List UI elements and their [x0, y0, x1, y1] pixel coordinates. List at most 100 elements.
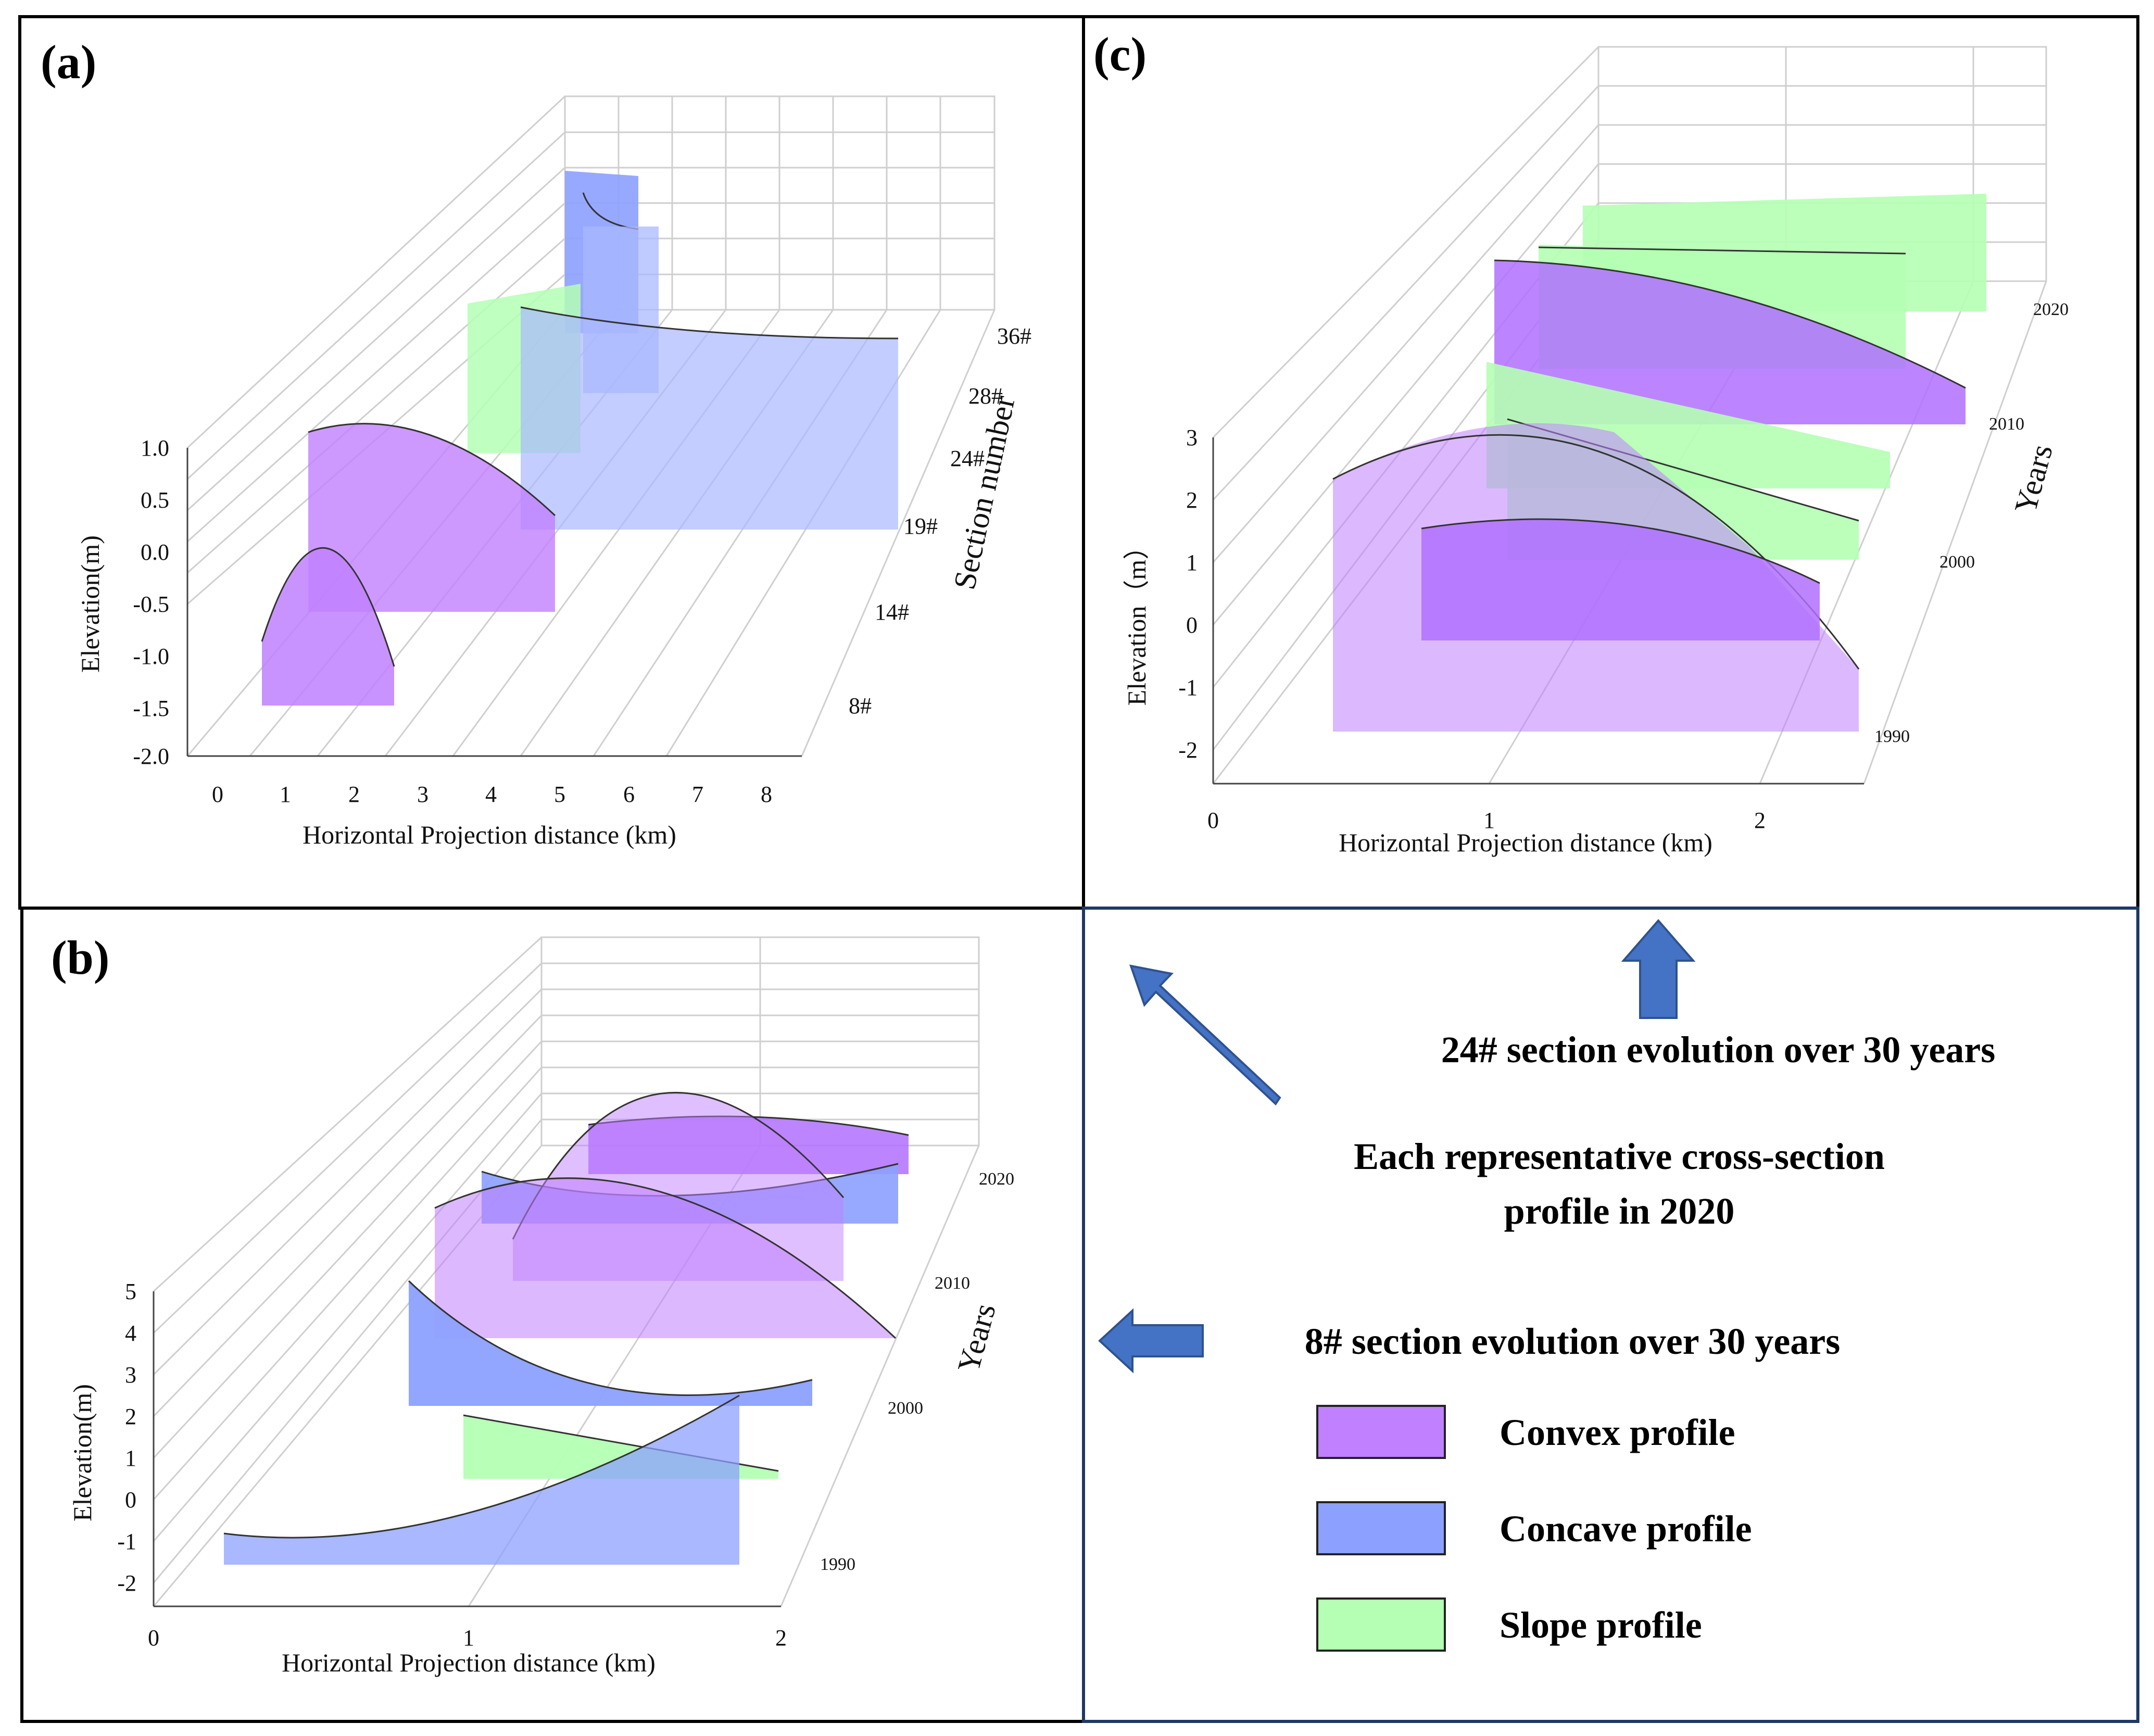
panel-c-ytick: 2 — [1186, 487, 1198, 513]
panel-b-ytick: -2 — [117, 1570, 136, 1596]
panel-c-ztick: 2000 — [1939, 552, 1975, 572]
panel-b-ytick: 1 — [125, 1445, 136, 1471]
panel-a-chart: (a) — [41, 35, 1031, 849]
panel-a-ytick: -2.0 — [133, 744, 169, 769]
panel-c-ztick: 2020 — [2033, 300, 2069, 319]
legend-swatch-concave — [1316, 1501, 1446, 1555]
c-2010-curve — [1494, 259, 1966, 389]
panel-b-series — [223, 1091, 909, 1565]
panel-b-chart: (b) — [51, 931, 1014, 1677]
panel-c-series — [1332, 194, 1986, 732]
panel-a-ztick: 19# — [903, 513, 938, 539]
panel-a-xtick: 8 — [761, 782, 772, 807]
panel-a-ztick: 28# — [968, 383, 1003, 409]
panel-c-label: (c) — [1093, 28, 1147, 81]
arrow-upleft-icon — [1129, 964, 1281, 1106]
panel-a-x-axis: 0 1 2 3 4 5 6 7 8 Horizontal Projection … — [187, 755, 802, 849]
panel-b-ytick: 5 — [125, 1279, 136, 1304]
panel-b-xlabel: Horizontal Projection distance (km) — [282, 1648, 656, 1677]
panel-c-ytick: 1 — [1186, 550, 1198, 575]
legend-label-convex: Convex profile — [1500, 1412, 1735, 1453]
caption-representative-line1: Each representative cross-section — [1354, 1136, 1885, 1177]
panel-a-ytick: -1.0 — [133, 644, 169, 669]
c-2015-line — [1538, 246, 1906, 255]
panel-a-ytick: -1.5 — [133, 696, 169, 721]
panel-a-ytick: 1.0 — [141, 435, 169, 461]
legend-label-slope: Slope profile — [1500, 1604, 1702, 1646]
section-8-curve — [261, 547, 395, 667]
panel-a-ztick: 24# — [950, 446, 985, 471]
panel-a-zlabel: Section number — [947, 393, 1022, 593]
panel-a-xtick: 4 — [485, 782, 497, 807]
panel-a-label: (a) — [41, 35, 96, 89]
panel-c-ytick: -2 — [1178, 737, 1198, 763]
legend-panel-frame — [1082, 907, 2139, 1723]
panel-b-ztick: 1990 — [820, 1555, 855, 1574]
panel-b-z-axis: 1990 2000 2010 2020 Years — [820, 1169, 1014, 1574]
panel-a-series — [261, 171, 899, 706]
panel-b-ztick: 2020 — [979, 1169, 1014, 1189]
c-1990-curve — [1421, 518, 1820, 584]
caption-representative-line2: profile in 2020 — [1504, 1190, 1735, 1232]
panel-a-ztick: 14# — [875, 599, 909, 625]
arrow-up-icon — [1621, 919, 1696, 1019]
panel-a-xtick: 7 — [692, 782, 703, 807]
panel-a-xtick: 2 — [348, 782, 360, 807]
panel-c-zlabel: Years — [2008, 441, 2059, 517]
legend-label-concave: Concave profile — [1500, 1508, 1752, 1550]
b-2000-concave-area — [409, 1281, 812, 1406]
section-14-curve — [308, 423, 556, 517]
panel-a-ztick: 36# — [997, 323, 1031, 349]
panel-c-xtick: 0 — [1207, 808, 1219, 833]
panel-a-ytick: -0.5 — [133, 592, 169, 617]
panel-c-chart: (c) — [1093, 28, 2069, 857]
panel-b-ytick: -1 — [117, 1529, 136, 1554]
b-2010-convex-area — [435, 1178, 896, 1338]
b-2010-curve — [434, 1177, 897, 1339]
section-8-convex-area — [262, 548, 394, 706]
panel-a-ytick: 0.5 — [141, 487, 169, 513]
c-1990-convex-area — [1421, 519, 1820, 640]
arrow-left-icon — [1098, 1308, 1204, 1374]
panel-a-xtick: 3 — [417, 782, 429, 807]
caption-8-section: 8# section evolution over 30 years — [1305, 1320, 1841, 1362]
panel-a-ztick: 8# — [849, 693, 872, 719]
panel-b-label: (b) — [51, 931, 109, 984]
panel-b-xtick: 1 — [463, 1625, 474, 1651]
c-2010-convex-area — [1494, 260, 1966, 424]
legend-swatch-slope — [1316, 1597, 1446, 1652]
panel-a-ytick: 0.0 — [141, 539, 169, 565]
panel-b-xtick: 2 — [775, 1625, 787, 1651]
legend-panel: 24# section evolution over 30 years Each… — [1098, 919, 1995, 1652]
panel-b-ztick: 2000 — [888, 1399, 923, 1418]
panel-c-y-axis: 3 2 1 0 -1 -2 Elevation（m） — [1122, 425, 1214, 784]
panel-c-ytick: 3 — [1186, 425, 1198, 450]
panel-a-xtick: 6 — [623, 782, 635, 807]
panel-a-ylabel: Elevation(m) — [75, 535, 105, 673]
panel-b-ytick: 4 — [125, 1320, 136, 1346]
b-1990-concave-area — [224, 1395, 739, 1565]
panel-c-ylabel: Elevation（m） — [1122, 534, 1151, 706]
section-14-convex-area — [308, 423, 555, 612]
panel-b-ytick: 3 — [125, 1362, 136, 1388]
panel-a-xlabel: Horizontal Projection distance (km) — [303, 820, 676, 849]
panel-b-y-axis: 5 4 3 2 1 0 -1 -2 Elevation(m) — [68, 1279, 155, 1606]
panel-c-ytick: -1 — [1178, 675, 1198, 700]
panel-a-xtick: 5 — [554, 782, 565, 807]
legend-swatch-convex — [1316, 1405, 1446, 1459]
b-2010-tall-curve — [512, 1091, 845, 1240]
section-19-concave-area — [521, 307, 898, 530]
panel-a-xtick: 1 — [280, 782, 291, 807]
section-19-curve — [520, 306, 899, 339]
panel-a-xtick: 0 — [212, 782, 223, 807]
panel-c-x-axis: 0 1 2 Horizontal Projection distance (km… — [1207, 783, 1864, 857]
panel-b-zlabel: Years — [951, 1300, 1002, 1376]
panel-b-ztick: 2010 — [935, 1274, 970, 1293]
panel-c-ztick: 1990 — [1874, 727, 1910, 746]
panel-c-xlabel: Horizontal Projection distance (km) — [1339, 828, 1712, 857]
panel-b-xtick: 0 — [148, 1625, 159, 1651]
b-1990-curve — [223, 1394, 740, 1539]
panel-b-ytick: 0 — [125, 1487, 136, 1513]
panel-b-x-axis: 0 1 2 Horizontal Projection distance (km… — [148, 1605, 787, 1677]
